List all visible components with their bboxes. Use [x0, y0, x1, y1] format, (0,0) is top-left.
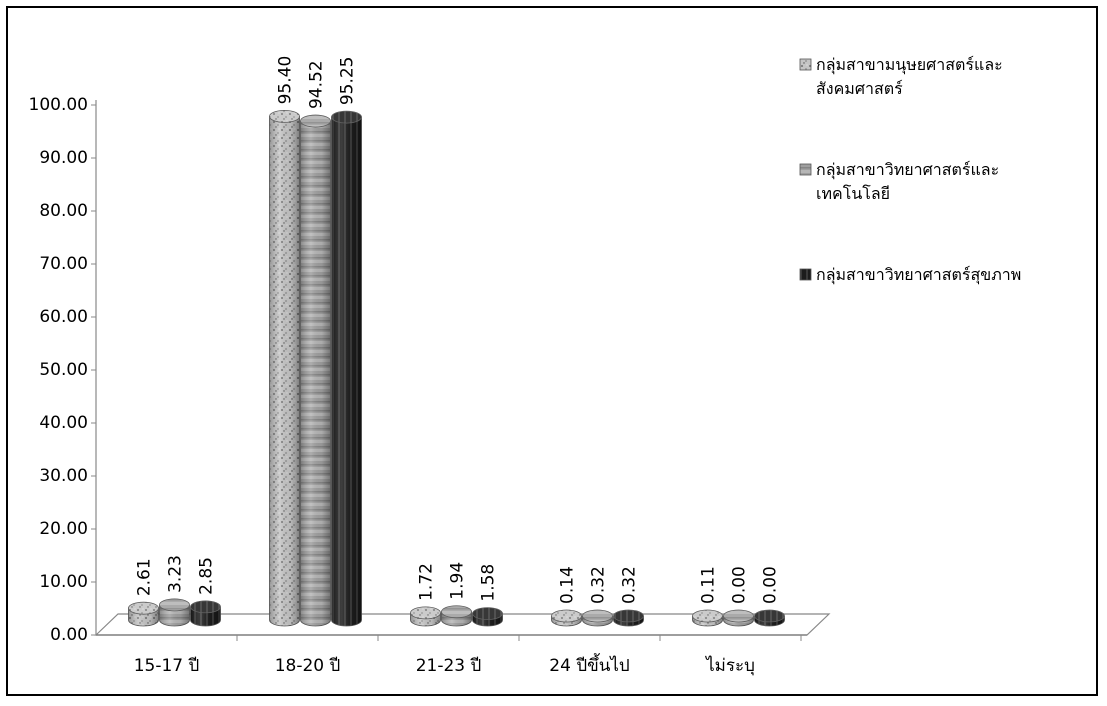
bar [551, 609, 582, 627]
bar [472, 607, 503, 627]
bars [128, 109, 785, 627]
legend-label: เทคโนโลยี [816, 184, 890, 203]
legend-label: กลุ่มสาขาวิทยาศาสตร์และ [816, 160, 999, 180]
bar-top-highlight [190, 600, 221, 613]
x-tick-label: 18-20 ปี [275, 656, 341, 676]
bar-top-highlight [472, 607, 503, 620]
x-tick-label: 15-17 ปี [134, 656, 200, 676]
data-label: 1.58 [479, 564, 499, 602]
bar [159, 598, 190, 627]
bar-top [551, 609, 582, 623]
y-tick-label: 100.00 [29, 95, 88, 115]
bar-top-highlight [723, 610, 754, 622]
legend-label: กลุ่มสาขามนุษยศาสตร์และ [816, 55, 1003, 75]
bar-top [441, 605, 472, 619]
bar-top [190, 600, 221, 614]
data-label: 1.94 [448, 562, 468, 600]
legend-item: กลุ่มสาขาวิทยาศาสตร์สุขภาพ [799, 265, 1021, 285]
bar-top-highlight [300, 115, 331, 128]
data-label: 0.32 [620, 566, 640, 604]
bar-top [723, 609, 754, 623]
bar-top-highlight [692, 610, 723, 622]
bar-top [754, 609, 785, 623]
bar [754, 609, 785, 627]
legend-swatch [799, 268, 812, 281]
y-tick-label: 50.00 [39, 360, 88, 380]
legend: กลุ่มสาขามนุษยศาสตร์และสังคมศาสตร์กลุ่มส… [799, 55, 1021, 285]
data-label: 94.52 [307, 60, 327, 109]
data-label: 3.23 [166, 555, 186, 593]
data-label: 0.00 [730, 566, 750, 604]
bar-top [692, 609, 723, 623]
bar-chart: 0.00 10.00 20.00 30.00 40.00 50.00 60.00 70.00 8… [29, 55, 1022, 676]
data-labels: 2.61 3.23 2.85 95.40 94.52 95.25 1.72 1.94 1.58 0… [135, 56, 781, 604]
bar [331, 110, 362, 627]
bar-top [613, 609, 644, 623]
data-label: 0.14 [558, 566, 578, 604]
data-label: 2.85 [197, 557, 217, 595]
legend-label: สังคมศาสตร์ [816, 79, 903, 98]
bar-top-highlight [441, 605, 472, 618]
bar [410, 606, 441, 627]
bar [269, 109, 300, 627]
bar [582, 609, 613, 627]
bar [300, 114, 331, 627]
bar [723, 609, 754, 627]
bar-top-highlight [159, 598, 190, 611]
y-tick-label: 40.00 [39, 413, 88, 433]
x-tick-label: 24 ปีขึ้นไป [549, 653, 629, 676]
bar-top-highlight [551, 610, 582, 622]
x-axis: 15-17 ปี 18-20 ปี 21-23 ปี 24 ปีขึ้นไป ไม่ระ… [134, 635, 802, 676]
bar-top [159, 598, 190, 612]
y-tick-label: 60.00 [39, 307, 88, 327]
legend-swatch [799, 163, 812, 176]
data-label: 2.61 [135, 558, 155, 596]
bar-top [582, 609, 613, 623]
bar [613, 609, 644, 627]
legend-label: กลุ่มสาขาวิทยาศาสตร์สุขภาพ [816, 265, 1021, 285]
y-tick-label: 20.00 [39, 519, 88, 539]
y-axis: 0.00 10.00 20.00 30.00 40.00 50.00 60.00 70.00 8… [29, 95, 97, 645]
bar [128, 601, 159, 627]
data-label: 95.40 [276, 56, 296, 105]
bar [190, 600, 221, 627]
bar-shading [300, 121, 331, 626]
y-tick-label: 70.00 [39, 254, 88, 274]
bar-top [300, 114, 331, 128]
data-label: 1.72 [417, 563, 437, 601]
data-label: 0.11 [699, 566, 719, 604]
bar-top-highlight [613, 610, 644, 622]
bar-top-highlight [269, 110, 300, 123]
data-label: 95.25 [338, 57, 358, 106]
data-label: 0.00 [761, 566, 781, 604]
bar-top-highlight [410, 606, 441, 619]
bar-top [331, 110, 362, 124]
x-tick-label: ไม่ระบุ [704, 655, 755, 676]
chart-frame: 0.00 10.00 20.00 30.00 40.00 50.00 60.00 70.00 8… [6, 6, 1098, 696]
bar-top-highlight [128, 602, 159, 615]
bar-shading [331, 117, 362, 627]
bar-top [128, 601, 159, 615]
bar-top [472, 607, 503, 621]
bar-top [269, 109, 300, 123]
bar-top-highlight [331, 111, 362, 124]
x-tick-label: 21-23 ปี [416, 656, 482, 676]
bar-shading [269, 116, 300, 626]
bar-top [410, 606, 441, 620]
bar [692, 609, 723, 627]
y-tick-label: 30.00 [39, 466, 88, 486]
y-tick-label: 90.00 [39, 148, 88, 168]
y-tick-label: 0.00 [50, 625, 88, 645]
legend-swatch [799, 58, 812, 71]
y-tick-label: 10.00 [39, 572, 88, 592]
y-tick-label: 80.00 [39, 201, 88, 221]
bar-top-highlight [582, 610, 613, 622]
bar-top-highlight [754, 610, 785, 622]
data-label: 0.32 [589, 566, 609, 604]
bar [441, 605, 472, 627]
